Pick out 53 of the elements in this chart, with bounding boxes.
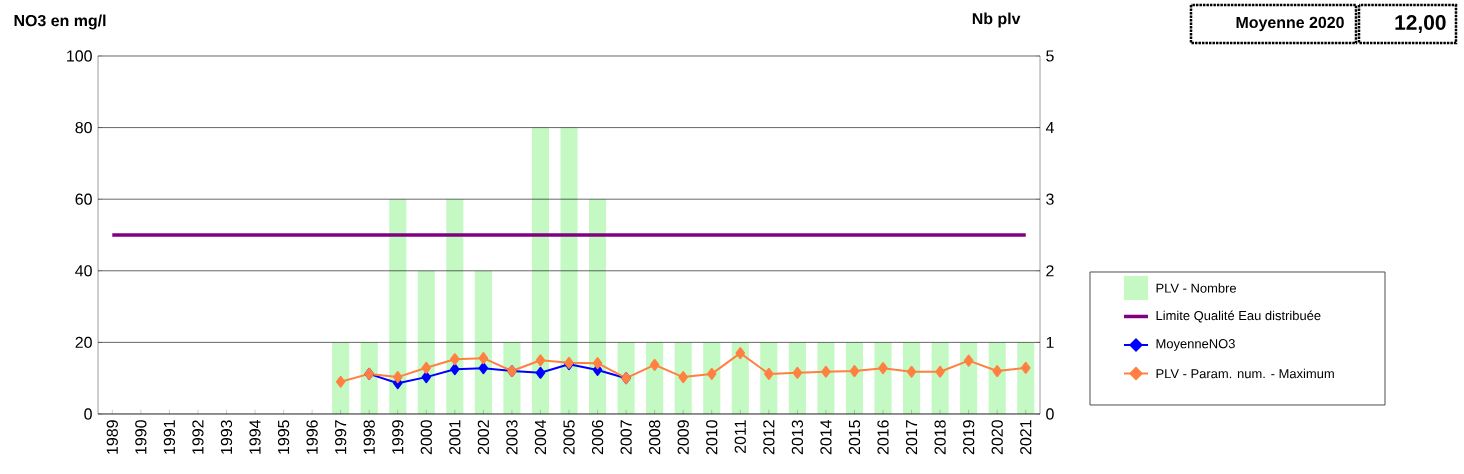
x-tick-label: 2013: [791, 420, 804, 455]
y-tick-label: 40: [75, 265, 92, 277]
legend-label: PLV - Param. num. - Maximum: [1156, 368, 1334, 379]
x-tick-label: 2008: [649, 420, 661, 455]
y2-tick-label: 3: [1046, 193, 1054, 205]
y-tick-label: 100: [67, 50, 92, 62]
x-tick-label: 1989: [106, 420, 118, 454]
x-tick-label: 2015: [848, 420, 861, 455]
x-tick-label: 2000: [420, 420, 432, 455]
x-tick-label: 2005: [563, 420, 575, 455]
y2-tick-label: 1: [1046, 336, 1054, 348]
text: 12,00: [1395, 15, 1446, 33]
x-tick-label: 2012: [763, 420, 775, 455]
x-tick-label: 2021: [1020, 420, 1032, 455]
y-tick-label: 0: [84, 408, 92, 420]
x-tick-label: 2018: [934, 420, 946, 455]
x-tick-label: 1991: [163, 420, 176, 454]
x-tick-label: 2019: [963, 420, 975, 455]
x-tick-label: 1997: [335, 420, 347, 454]
x-tick-label: 2002: [477, 420, 490, 455]
x-tick-label: 2014: [820, 419, 832, 455]
x-tick-label: 1992: [192, 420, 204, 454]
y2-tick-label: 0: [1046, 408, 1054, 420]
y2-axis-title: Nb plv: [972, 12, 1021, 28]
x-tick-label: 2003: [506, 420, 518, 455]
x-tick-label: 1998: [363, 420, 375, 454]
y2-tick-label: 5: [1046, 50, 1054, 62]
x-tick-label: 2011: [734, 420, 746, 453]
legend-label: MoyenneNO3: [1156, 339, 1235, 351]
x-tick-label: 2009: [677, 420, 689, 455]
x-tick-label: 2004: [534, 419, 547, 455]
x-tick-label: 2017: [905, 420, 918, 455]
x-tick-label: 1990: [135, 420, 147, 454]
x-tick-label: 2001: [449, 420, 461, 455]
text: Moyenne 2020: [1236, 16, 1344, 32]
y-axis-title: NO3 en mg/l: [14, 14, 106, 30]
x-tick-label: 1993: [220, 420, 233, 454]
x-tick-label: 2006: [591, 420, 604, 455]
y2-tick-label: 2: [1046, 265, 1054, 277]
legend-label: PLV - Nombre: [1156, 283, 1237, 293]
x-tick-label: 1995: [277, 420, 290, 454]
x-tick-label: 2010: [706, 420, 718, 455]
x-tick-label: 2020: [991, 420, 1003, 455]
y-tick-label: 20: [75, 336, 92, 349]
x-tick-label: 1994: [249, 419, 261, 454]
y-tick-label: 80: [75, 121, 92, 134]
x-tick-label: 1999: [392, 420, 404, 454]
y2-tick-label: 4: [1045, 122, 1054, 134]
x-tick-label: 2016: [877, 420, 889, 455]
x-tick-label: 2007: [620, 420, 632, 455]
x-tick-label: 1996: [306, 420, 318, 454]
legend-label: Limite Qualité Eau distribuée: [1156, 310, 1321, 323]
y-tick-label: 60: [75, 193, 92, 205]
